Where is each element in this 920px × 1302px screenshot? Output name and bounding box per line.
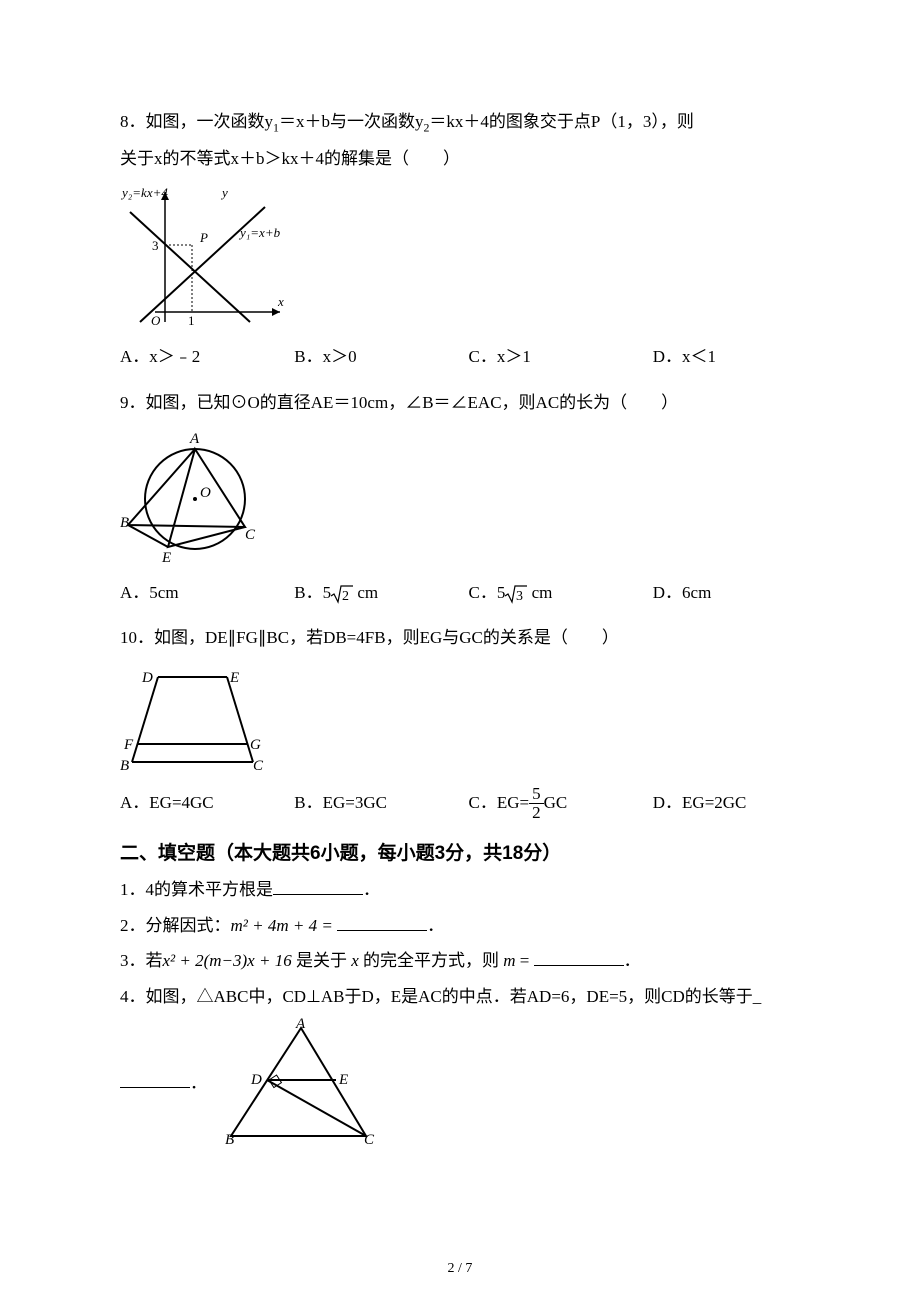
svg-text:O: O xyxy=(151,313,161,328)
question-9: 9．如图，已知⊙O的直径AE＝10cm，∠B＝∠EAC，则AC的长为（ ） A … xyxy=(120,388,805,608)
fill-2: 2．分解因式：m² + 4m + 4 = ． xyxy=(120,911,805,942)
question-8: 8．如图，一次函数y1＝x＋b与一次函数y2＝kx＋4的图象交于点P（1，3），… xyxy=(120,107,805,373)
q9-text: 9．如图，已知⊙O的直径AE＝10cm，∠B＝∠EAC，则AC的长为（ ） xyxy=(120,388,805,419)
q8-options: A．x＞﹣2 B．x＞0 C．x＞1 D．x＜1 xyxy=(120,342,805,373)
svg-text:D: D xyxy=(250,1072,262,1088)
q8-figure: y₂=kx+4 y y₁=x+b P 3 1 O x xyxy=(120,182,805,334)
svg-text:F: F xyxy=(123,737,134,753)
q8-t1: 8．如图，一次函数y xyxy=(120,112,273,131)
q10-options: A．EG=4GC B．EG=3GC C．EG=52GC D．EG=2GC xyxy=(120,785,805,823)
q8-optA: A．x＞﹣2 xyxy=(120,342,290,373)
svg-text:A: A xyxy=(295,1018,306,1032)
fill-3: 3．若x² + 2(m−3)x + 16 是关于 x 的完全平方式，则 m = … xyxy=(120,946,805,977)
q10-optB: B．EG=3GC xyxy=(294,788,464,819)
q9-optB: B．52 cm xyxy=(294,578,464,609)
svg-text:y: y xyxy=(220,185,228,200)
q10-optA: A．EG=4GC xyxy=(120,788,290,819)
svg-text:A: A xyxy=(189,431,200,447)
svg-text:2: 2 xyxy=(342,589,349,604)
q9-figure: A B C E O xyxy=(120,427,805,570)
svg-text:3: 3 xyxy=(152,238,159,253)
f4-line1: 4．如图，△ABC中，CD⊥AB于D，E是AC的中点．若AD=6，DE=5，则C… xyxy=(120,982,805,1013)
svg-text:O: O xyxy=(200,485,211,501)
q10-optC: C．EG=52GC xyxy=(469,785,649,823)
svg-text:C: C xyxy=(245,527,256,543)
svg-text:y₂=kx+4: y₂=kx+4 xyxy=(120,185,168,200)
svg-text:C: C xyxy=(364,1132,375,1146)
f4-line2: ． A B C D E xyxy=(120,1018,805,1151)
svg-text:E: E xyxy=(229,670,239,686)
q10-figure: D E F G B C xyxy=(120,662,805,777)
svg-text:B: B xyxy=(225,1132,234,1146)
q9-optA: A．5cm xyxy=(120,578,290,609)
svg-text:1: 1 xyxy=(188,313,195,328)
q8-optD: D．x＜1 xyxy=(653,342,716,373)
svg-text:3: 3 xyxy=(516,589,523,604)
svg-text:B: B xyxy=(120,758,129,772)
question-10: 10．如图，DE∥FG∥BC，若DB=4FB，则EG与GC的关系是（ ） D E… xyxy=(120,623,805,823)
svg-text:E: E xyxy=(161,550,171,565)
fill-1: 1．4的算术平方根是． xyxy=(120,875,805,906)
q10-text: 10．如图，DE∥FG∥BC，若DB=4FB，则EG与GC的关系是（ ） xyxy=(120,623,805,654)
svg-text:E: E xyxy=(338,1072,348,1088)
svg-text:P: P xyxy=(199,230,208,245)
page-footer: 2 / 7 xyxy=(0,1261,920,1277)
svg-text:G: G xyxy=(250,737,261,753)
q9-optD: D．6cm xyxy=(653,578,712,609)
q8-text: 8．如图，一次函数y1＝x＋b与一次函数y2＝kx＋4的图象交于点P（1，3），… xyxy=(120,107,805,139)
svg-text:x: x xyxy=(277,294,284,309)
svg-text:D: D xyxy=(141,670,153,686)
section2-title: 二、填空题（本大题共6小题，每小题3分，共18分） xyxy=(120,838,805,865)
q10-optD: D．EG=2GC xyxy=(653,788,747,819)
q9-options: A．5cm B．52 cm C．53 cm D．6cm xyxy=(120,578,805,609)
q8-text2: 关于x的不等式x＋b＞kx＋4的解集是（ ） xyxy=(120,144,805,175)
q8-optC: C．x＞1 xyxy=(469,342,649,373)
svg-text:C: C xyxy=(253,758,264,772)
svg-text:B: B xyxy=(120,515,129,531)
f4-figure: A B C D E xyxy=(211,1018,379,1151)
q8-optB: B．x＞0 xyxy=(294,342,464,373)
q9-optC: C．53 cm xyxy=(469,578,649,609)
fill-4: 4．如图，△ABC中，CD⊥AB于D，E是AC的中点．若AD=6，DE=5，则C… xyxy=(120,982,805,1151)
svg-text:y₁=x+b: y₁=x+b xyxy=(238,225,281,240)
